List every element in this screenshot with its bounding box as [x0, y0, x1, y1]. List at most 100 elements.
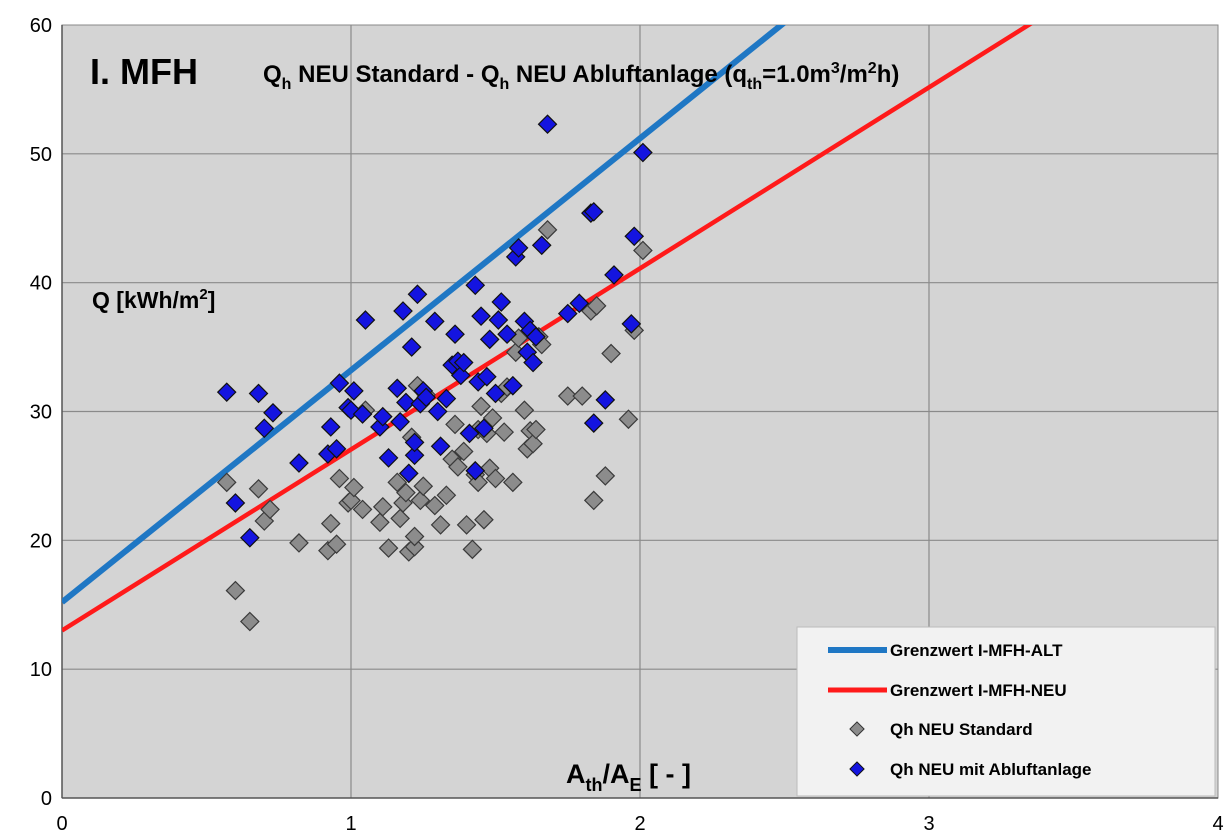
point-abluft	[531, 235, 552, 256]
point-abluft	[344, 381, 364, 401]
point-abluft	[471, 306, 491, 327]
point-abluft	[523, 352, 543, 373]
point-standard	[216, 472, 237, 493]
point-abluft	[569, 293, 590, 314]
point-standard	[352, 499, 373, 520]
point-standard	[526, 419, 546, 440]
point-abluft	[485, 383, 506, 404]
y-tick-label: 10	[30, 659, 52, 681]
point-standard	[341, 490, 361, 511]
legend-box	[796, 626, 1216, 797]
point-standard	[586, 296, 607, 316]
data-points	[216, 114, 653, 632]
point-abluft	[453, 352, 474, 373]
point-abluft	[289, 453, 309, 473]
x-tick-label: 1	[345, 813, 356, 835]
point-abluft	[352, 404, 373, 424]
point-abluft	[583, 413, 604, 433]
point-abluft	[326, 439, 347, 459]
point-abluft	[225, 493, 246, 513]
point-standard	[289, 533, 309, 553]
point-abluft	[604, 265, 624, 285]
point-abluft	[329, 373, 350, 394]
point-standard	[344, 477, 364, 498]
point-abluft	[488, 310, 509, 330]
trend-line-alt	[62, 25, 787, 605]
point-standard	[404, 536, 425, 557]
point-abluft	[537, 114, 558, 135]
point-abluft	[583, 201, 604, 222]
point-standard	[494, 422, 515, 442]
point-standard	[404, 526, 425, 547]
legend: Grenzwert I-MFH-ALT Grenzwert I-MFH-NEU …	[796, 626, 1216, 797]
point-standard	[387, 472, 408, 493]
point-standard	[462, 539, 483, 560]
legend-label-neu: Grenzwert I-MFH-NEU	[890, 681, 1067, 700]
point-abluft	[633, 142, 653, 163]
point-standard	[430, 515, 451, 535]
y-tick-label: 30	[30, 402, 52, 424]
legend-marker-abluft	[849, 761, 865, 777]
x-axis-label: Ath/AE [ - ]	[566, 759, 691, 795]
legend-marker-standard	[849, 721, 865, 737]
point-standard	[320, 513, 341, 534]
point-abluft	[320, 417, 341, 437]
y-axis-label: Q [kWh/m2]	[92, 286, 215, 313]
point-abluft	[396, 392, 416, 413]
point-abluft	[557, 303, 578, 324]
point-standard	[453, 441, 474, 462]
chart-title: Qh NEU Standard - Qh NEU Abluftanlage (q…	[263, 60, 899, 93]
point-standard	[572, 386, 593, 406]
y-tick-label: 50	[30, 144, 52, 166]
point-abluft	[424, 311, 445, 332]
point-standard	[260, 499, 280, 520]
point-abluft	[502, 375, 523, 396]
point-standard	[329, 468, 350, 489]
point-standard	[225, 580, 246, 601]
point-standard	[410, 490, 431, 511]
point-abluft	[416, 387, 436, 408]
point-abluft	[401, 337, 422, 357]
point-standard	[537, 219, 558, 240]
point-standard	[413, 476, 434, 497]
point-abluft	[526, 326, 546, 347]
point-abluft	[595, 390, 616, 410]
point-abluft	[263, 402, 283, 423]
point-abluft	[508, 238, 529, 258]
point-abluft	[427, 401, 448, 422]
point-standard	[445, 414, 465, 435]
point-abluft	[404, 445, 425, 466]
point-abluft	[465, 460, 486, 481]
point-standard	[485, 468, 506, 489]
point-abluft	[474, 418, 494, 439]
x-tick-label: 2	[634, 813, 645, 835]
point-standard	[601, 343, 621, 364]
point-abluft	[476, 366, 497, 387]
trend-lines	[62, 25, 1033, 633]
point-abluft	[430, 436, 451, 457]
point-standard	[248, 478, 269, 499]
point-abluft	[398, 463, 419, 484]
legend-label-alt: Grenzwert I-MFH-ALT	[890, 641, 1063, 660]
legend-label-abluft: Qh NEU mit Abluftanlage	[890, 760, 1092, 779]
point-standard	[390, 508, 410, 529]
point-abluft	[491, 292, 512, 312]
point-abluft	[378, 448, 399, 468]
point-standard	[436, 485, 457, 506]
point-abluft	[254, 418, 275, 439]
x-tick-label: 4	[1212, 813, 1223, 835]
point-abluft	[404, 432, 425, 453]
point-abluft	[450, 365, 471, 386]
point-abluft	[372, 406, 393, 427]
point-standard	[372, 496, 393, 517]
point-standard	[240, 611, 260, 632]
point-standard	[378, 538, 399, 558]
point-abluft	[393, 301, 413, 321]
point-standard	[595, 466, 616, 486]
point-standard	[618, 409, 639, 430]
point-standard	[583, 490, 604, 511]
y-tick-label: 40	[30, 273, 52, 295]
point-standard	[523, 433, 543, 454]
point-standard	[557, 386, 578, 406]
